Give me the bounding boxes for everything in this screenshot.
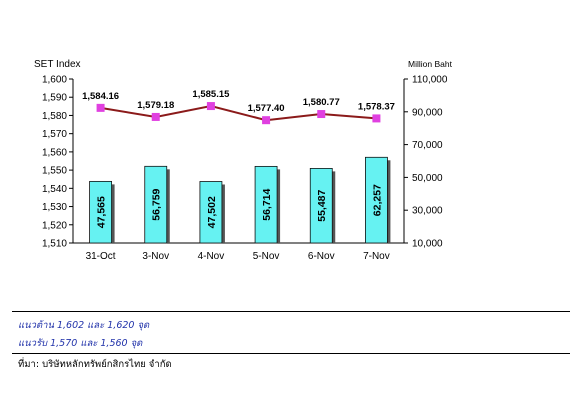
index-marker	[317, 110, 326, 119]
bar-value-label: 55,487	[316, 189, 328, 221]
index-value-label: 1,584.16	[82, 91, 119, 102]
right-tick-label: 70,000	[412, 140, 443, 151]
bar	[254, 165, 278, 244]
index-marker	[151, 112, 160, 121]
index-marker	[262, 116, 271, 125]
left-tick-label: 1,520	[42, 220, 67, 231]
left-tick-label: 1,590	[42, 93, 67, 104]
bar-value-label: 62,257	[371, 184, 383, 216]
index-value-label: 1,580.77	[303, 97, 340, 108]
right-axis-title: Million Baht	[408, 59, 453, 69]
right-tick-label: 90,000	[412, 107, 443, 118]
right-tick-label: 110,000	[412, 75, 448, 86]
index-marker	[372, 114, 381, 123]
index-line	[100, 105, 377, 122]
bar-value-label: 47,502	[206, 196, 218, 228]
chart-svg: SET Index Million Baht 1,510 1,520 1,530 1,54…	[34, 59, 453, 262]
right-tick-label: 10,000	[412, 239, 443, 250]
x-tick-label: 31-Oct	[86, 251, 116, 262]
bar	[365, 156, 388, 244]
bar	[89, 180, 112, 244]
left-tick-label: 1,540	[42, 184, 67, 195]
left-tick-label: 1,600	[42, 75, 67, 86]
support-note: แนวรับ 1,570 และ 1,560 จุด	[18, 338, 143, 349]
x-tick-label: 6-Nov	[308, 251, 335, 262]
bar	[309, 168, 333, 244]
resistance-note: แนวต้าน 1,602 และ 1,620 จุด	[18, 320, 150, 331]
divider-bottom	[12, 353, 570, 354]
left-tick-label: 1,570	[42, 129, 67, 140]
combo-chart: SET Index Million Baht 1,510 1,520 1,530 1,54…	[34, 59, 453, 262]
left-tick-label: 1,510	[42, 239, 67, 250]
left-tick-label: 1,560	[42, 147, 67, 158]
index-value-label: 1,577.40	[248, 103, 285, 114]
bar	[199, 181, 223, 244]
bar	[144, 165, 168, 244]
index-value-label: 1,578.37	[358, 101, 395, 112]
index-value-label: 1,579.18	[137, 100, 174, 111]
x-tick-label: 7-Nov	[363, 251, 390, 262]
left-tick-label: 1,580	[42, 111, 67, 122]
index-value-label: 1,585.15	[192, 89, 230, 100]
source-note: ที่มา: บริษัทหลักทรัพย์กสิกรไทย จำกัด	[18, 359, 172, 370]
left-tick-label: 1,550	[42, 166, 67, 177]
left-axis-title: SET Index	[34, 59, 81, 70]
x-tick-label: 5-Nov	[253, 251, 280, 262]
bar-value-label: 56,759	[151, 188, 163, 220]
x-tick-label: 3-Nov	[142, 251, 169, 262]
x-tick-label: 4-Nov	[198, 251, 225, 262]
bar-value-label: 56,714	[261, 188, 273, 220]
index-marker	[96, 103, 105, 112]
divider-top	[12, 311, 570, 312]
right-tick-label: 50,000	[412, 173, 443, 184]
bar-value-label: 47,565	[96, 196, 108, 228]
right-tick-label: 30,000	[412, 206, 443, 217]
left-tick-label: 1,530	[42, 202, 67, 213]
index-marker	[206, 102, 215, 111]
